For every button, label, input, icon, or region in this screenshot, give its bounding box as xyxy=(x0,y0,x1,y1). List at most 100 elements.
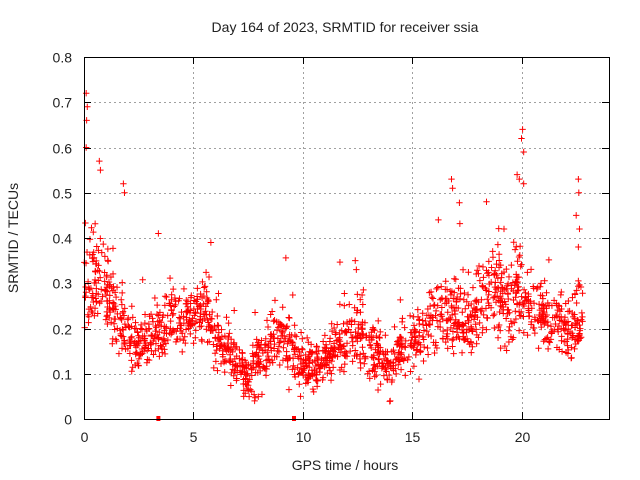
data-point xyxy=(489,248,496,255)
data-point xyxy=(510,239,517,246)
data-point xyxy=(180,285,188,293)
data-point xyxy=(410,322,418,329)
data-point xyxy=(579,290,586,297)
peak-point xyxy=(121,189,128,196)
data-point xyxy=(152,327,159,335)
data-point xyxy=(231,307,238,314)
data-point xyxy=(377,328,384,336)
data-point xyxy=(309,372,316,379)
data-point xyxy=(392,370,400,378)
data-point xyxy=(515,308,523,316)
data-point xyxy=(330,348,337,355)
data-point xyxy=(321,363,328,371)
data-point xyxy=(524,269,531,276)
data-point xyxy=(168,307,175,314)
data-point xyxy=(179,348,186,356)
low-point xyxy=(297,393,304,400)
data-point xyxy=(342,327,350,335)
data-point xyxy=(157,319,165,326)
data-point xyxy=(409,334,416,341)
data-point xyxy=(505,327,513,334)
data-point xyxy=(554,306,561,314)
data-point xyxy=(111,289,119,296)
data-point xyxy=(472,321,479,328)
data-point xyxy=(384,360,391,367)
data-point xyxy=(401,324,408,331)
data-point xyxy=(484,296,491,303)
data-point xyxy=(242,380,249,387)
data-point xyxy=(127,338,134,346)
data-point xyxy=(538,305,545,312)
data-point xyxy=(424,305,432,313)
data-point xyxy=(273,327,281,334)
grid-lines xyxy=(84,57,609,419)
x-tick-label: 5 xyxy=(190,429,198,445)
data-point xyxy=(276,361,283,369)
data-point xyxy=(455,333,462,340)
data-point xyxy=(283,348,290,355)
data-point xyxy=(107,273,115,281)
data-point xyxy=(469,328,476,335)
data-point xyxy=(362,355,369,362)
data-point xyxy=(284,357,291,364)
data-point xyxy=(134,329,141,336)
data-point xyxy=(449,336,456,344)
data-point xyxy=(161,302,169,309)
data-point xyxy=(307,341,315,348)
data-point xyxy=(474,267,481,274)
data-point xyxy=(94,310,101,317)
data-point xyxy=(125,314,132,322)
data-point xyxy=(478,282,486,289)
data-point xyxy=(215,290,222,297)
data-point xyxy=(462,305,469,312)
data-point xyxy=(397,350,404,358)
data-point xyxy=(539,319,547,326)
data-point xyxy=(436,318,444,325)
data-point xyxy=(126,350,134,357)
data-point xyxy=(472,326,480,333)
data-point xyxy=(147,311,155,318)
data-point xyxy=(282,325,289,332)
data-point xyxy=(516,301,523,308)
data-point xyxy=(573,320,580,327)
data-point xyxy=(378,359,386,367)
data-point xyxy=(450,335,457,343)
peak-point xyxy=(520,148,527,156)
data-point xyxy=(206,321,213,329)
data-point xyxy=(132,325,140,333)
data-point xyxy=(368,329,375,336)
data-point xyxy=(128,333,135,340)
data-point xyxy=(303,334,311,342)
data-point xyxy=(430,302,438,309)
data-point xyxy=(354,291,361,298)
data-point xyxy=(102,316,110,323)
data-point xyxy=(557,291,564,299)
data-point xyxy=(104,303,111,311)
data-point xyxy=(483,287,490,294)
x-tick-label: 10 xyxy=(296,429,312,445)
data-point xyxy=(343,340,351,347)
data-point xyxy=(541,320,548,328)
data-point xyxy=(527,266,535,273)
data-point xyxy=(194,285,201,292)
data-point xyxy=(326,367,334,374)
data-point xyxy=(192,327,199,334)
data-point xyxy=(120,340,128,348)
data-point xyxy=(395,361,402,368)
data-point xyxy=(431,301,438,309)
y-axis-label: SRMTID / TECUs xyxy=(5,183,21,293)
data-point xyxy=(114,310,121,318)
data-point xyxy=(187,330,194,338)
data-point xyxy=(424,344,431,352)
data-point xyxy=(450,350,457,357)
data-point xyxy=(247,386,254,393)
data-point xyxy=(512,278,519,285)
data-point xyxy=(414,306,422,313)
data-point xyxy=(124,345,132,352)
data-point xyxy=(118,289,126,297)
data-point xyxy=(252,369,259,376)
data-point xyxy=(291,322,298,329)
data-point xyxy=(197,301,204,309)
data-point xyxy=(258,337,265,344)
data-point xyxy=(366,342,374,349)
